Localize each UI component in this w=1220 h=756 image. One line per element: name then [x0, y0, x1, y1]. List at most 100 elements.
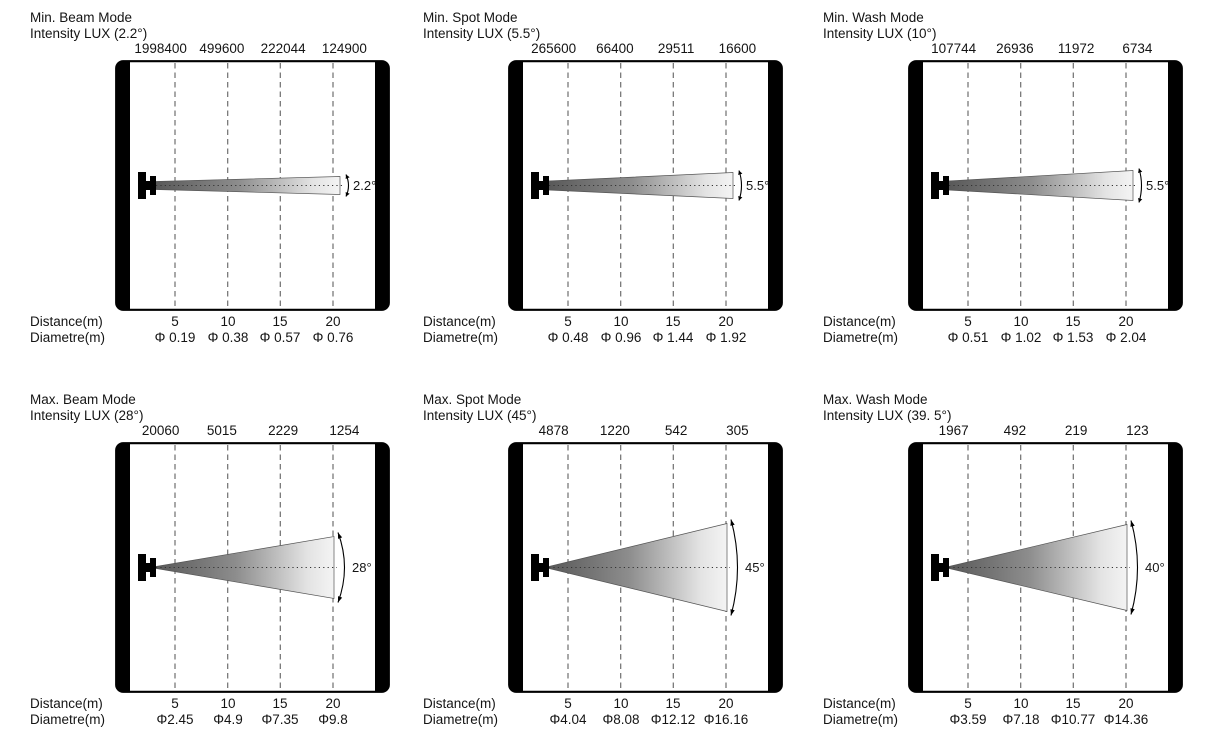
- distance-value: 5: [171, 696, 179, 711]
- distance-value: 20: [718, 314, 734, 329]
- right-wall: [375, 443, 389, 692]
- intensity-value: 4878: [538, 423, 569, 438]
- distance-value: 15: [1065, 314, 1081, 329]
- distance-value: 10: [220, 314, 236, 329]
- panel-subtitle: Intensity LUX (45°): [423, 408, 537, 423]
- distance-value: 10: [1013, 696, 1029, 711]
- distance-value: 5: [964, 314, 972, 329]
- intensity-value: 20060: [141, 423, 180, 438]
- beam-diagram: 2.2°: [115, 60, 390, 311]
- panel-title: Max. Wash Mode: [823, 392, 928, 407]
- diameter-value: Φ 1.44: [652, 330, 694, 345]
- arc-arrowhead: [730, 519, 735, 526]
- right-wall: [768, 443, 782, 692]
- distance-value: 15: [665, 314, 681, 329]
- fixture-icon: [138, 172, 156, 199]
- distance-value: 20: [718, 696, 734, 711]
- left-wall: [116, 443, 130, 692]
- diameter-value: Φ14.36: [1103, 712, 1149, 727]
- diameter-label: Diametre(m): [423, 712, 499, 727]
- fixture-icon: [531, 554, 549, 581]
- intensity-row: 20060 5015 2229 1254: [130, 423, 375, 438]
- panel-min-beam-mode: Min. Beam Mode Intensity LUX (2.2°) 1998…: [30, 10, 395, 362]
- right-wall: [375, 61, 389, 310]
- panel-title: Min. Beam Mode: [30, 10, 133, 25]
- beam-diagram-box: 5.5°: [508, 60, 783, 311]
- distance-row: Distance(m) 5 10 15 20: [30, 696, 395, 712]
- distance-row: Distance(m) 5 10 15 20: [30, 314, 395, 330]
- intensity-value: 219: [1064, 423, 1088, 438]
- panel-subtitle: Intensity LUX (2.2°): [30, 26, 148, 41]
- left-wall: [116, 61, 130, 310]
- beam-diagram-box: 40°: [908, 442, 1183, 693]
- distance-value: 20: [325, 314, 341, 329]
- arc-arrowhead: [1138, 168, 1143, 173]
- intensity-value: 492: [1003, 423, 1027, 438]
- panel-subtitle: Intensity LUX (39. 5°): [823, 408, 952, 423]
- distance-value: 15: [272, 314, 288, 329]
- beam-diagram: 45°: [508, 442, 783, 693]
- panel-subtitle: Intensity LUX (10°): [823, 26, 937, 41]
- diameter-value: Φ 1.53: [1052, 330, 1094, 345]
- intensity-row: 1998400 499600 222044 124900: [130, 41, 375, 56]
- distance-value: 15: [665, 696, 681, 711]
- distance-value: 5: [964, 696, 972, 711]
- diameter-label: Diametre(m): [823, 712, 899, 727]
- left-wall: [509, 443, 523, 692]
- intensity-value: 124900: [321, 41, 367, 56]
- diameter-value: Φ 0.48: [547, 330, 589, 345]
- intensity-row: 4878 1220 542 305: [523, 423, 768, 438]
- distance-value: 5: [171, 314, 179, 329]
- arc-arrowhead: [1130, 608, 1135, 615]
- diameter-value: Φ4.04: [549, 712, 587, 727]
- diameter-value: Φ7.35: [261, 712, 299, 727]
- intensity-value: 29511: [657, 41, 695, 56]
- fixture-icon: [138, 554, 156, 581]
- beam-diagram-box: 5.5°: [908, 60, 1183, 311]
- intensity-value: 26936: [996, 41, 1034, 56]
- fixture-icon: [931, 172, 949, 199]
- diameter-row: Diametre(m) Φ 0.48 Φ 0.96 Φ 1.44 Φ 1.92: [423, 330, 788, 346]
- panel-max-beam-mode: Max. Beam Mode Intensity LUX (28°) 20060…: [30, 392, 395, 744]
- diameter-label: Diametre(m): [823, 330, 899, 345]
- intensity-value: 5015: [206, 423, 237, 438]
- intensity-value: 6734: [1122, 41, 1153, 56]
- diameter-label: Diametre(m): [30, 330, 106, 345]
- angle-arc: [730, 519, 739, 616]
- diameter-value: Φ8.08: [602, 712, 640, 727]
- right-wall: [1168, 443, 1182, 692]
- diameter-value: Φ 1.02: [1000, 330, 1042, 345]
- intensity-value: 123: [1126, 423, 1149, 438]
- beam-diagram-box: 28°: [115, 442, 390, 693]
- distance-label: Distance(m): [30, 696, 103, 711]
- diameter-label: Diametre(m): [423, 330, 499, 345]
- intensity-value: 66400: [596, 41, 634, 56]
- distance-row: Distance(m) 5 10 15 20: [423, 696, 788, 712]
- distance-value: 10: [613, 314, 629, 329]
- panel-title: Max. Beam Mode: [30, 392, 136, 407]
- distance-value: 20: [1118, 696, 1134, 711]
- intensity-value: 1998400: [134, 41, 187, 56]
- arc-arrowhead: [345, 174, 350, 180]
- diameter-value: Φ12.12: [650, 712, 696, 727]
- beam-diagram: 28°: [115, 442, 390, 693]
- distance-value: 15: [272, 696, 288, 711]
- diameter-row: Diametre(m) Φ4.04 Φ8.08 Φ12.12 Φ16.16: [423, 712, 788, 728]
- diameter-row: Diametre(m) Φ 0.19 Φ 0.38 Φ 0.57 Φ 0.76: [30, 330, 395, 346]
- left-wall: [909, 443, 923, 692]
- intensity-value: 305: [726, 423, 749, 438]
- arc-arrowhead: [738, 196, 743, 201]
- panel-min-wash-mode: Min. Wash Mode Intensity LUX (10°) 10774…: [823, 10, 1188, 362]
- angle-arc: [337, 532, 345, 603]
- intensity-value: 11972: [1057, 41, 1095, 56]
- intensity-value: 542: [664, 423, 688, 438]
- distance-label: Distance(m): [823, 696, 896, 711]
- beam-angle-label: 40°: [1145, 560, 1165, 575]
- distance-row: Distance(m) 5 10 15 20: [823, 696, 1188, 712]
- distance-value: 10: [220, 696, 236, 711]
- beam-angle-label: 45°: [745, 560, 765, 575]
- intensity-value: 1220: [599, 423, 630, 438]
- right-wall: [768, 61, 782, 310]
- beam-diagram: 5.5°: [908, 60, 1183, 311]
